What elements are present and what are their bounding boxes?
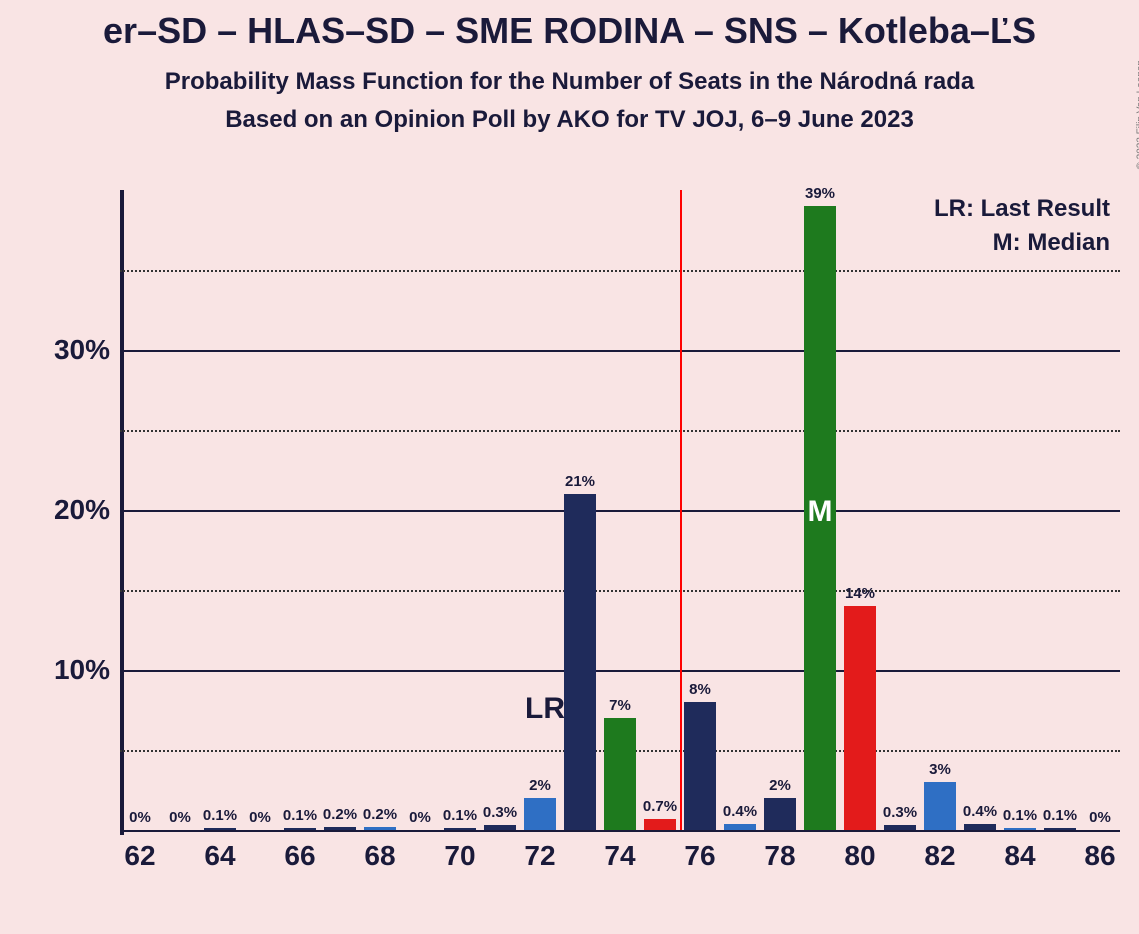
- gridline-major: [120, 670, 1120, 672]
- bar: [284, 828, 316, 830]
- gridline-major: [120, 350, 1120, 352]
- chart-area: LR: Last Result M: Median 10%20%30%62646…: [120, 190, 1120, 830]
- bar: [484, 825, 516, 830]
- bar-value-label: 0%: [249, 809, 271, 826]
- bar-value-label: 0%: [169, 809, 191, 826]
- gridline-major: [120, 510, 1120, 512]
- x-tick-label: 76: [684, 840, 715, 872]
- majority-line: [680, 190, 682, 830]
- bar: [1004, 828, 1036, 830]
- x-tick-label: 72: [524, 840, 555, 872]
- y-axis-line: [120, 190, 124, 835]
- bar: [1044, 828, 1076, 830]
- bar: [204, 828, 236, 830]
- bar-value-label: 14%: [845, 585, 875, 602]
- copyright-label: © 2023 Filip Van Laenen: [1135, 60, 1139, 169]
- x-tick-label: 84: [1004, 840, 1035, 872]
- bar: [764, 798, 796, 830]
- bar-value-label: 0%: [129, 809, 151, 826]
- chart-subtitle-1: Probability Mass Function for the Number…: [0, 68, 1139, 96]
- y-tick-label: 20%: [54, 494, 110, 526]
- x-tick-label: 86: [1084, 840, 1115, 872]
- x-tick-label: 64: [204, 840, 235, 872]
- bar: [564, 494, 596, 830]
- bar-value-label: 0.1%: [1003, 807, 1037, 824]
- bar: [524, 798, 556, 830]
- plot: LR: Last Result M: Median 10%20%30%62646…: [120, 190, 1120, 830]
- gridline-minor: [120, 430, 1120, 432]
- bar: [844, 606, 876, 830]
- x-tick-label: 74: [604, 840, 635, 872]
- bar-value-label: 0.1%: [1043, 807, 1077, 824]
- bar-value-label: 2%: [769, 777, 791, 794]
- chart-title: er–SD – HLAS–SD – SME RODINA – SNS – Kot…: [0, 10, 1139, 52]
- x-tick-label: 62: [124, 840, 155, 872]
- bar: [884, 825, 916, 830]
- legend-m: M: Median: [934, 229, 1110, 257]
- bar: [724, 824, 756, 830]
- bar: [324, 827, 356, 830]
- bar: [604, 718, 636, 830]
- gridline-minor: [120, 590, 1120, 592]
- bar: [444, 828, 476, 830]
- bar-value-label: 0.2%: [363, 806, 397, 823]
- gridline-minor: [120, 270, 1120, 272]
- x-tick-label: 66: [284, 840, 315, 872]
- bar-value-label: 39%: [805, 185, 835, 202]
- bar-value-label: 7%: [609, 697, 631, 714]
- bar-value-label: 0.3%: [483, 804, 517, 821]
- chart-subtitle-2: Based on an Opinion Poll by AKO for TV J…: [0, 106, 1139, 134]
- bar-value-label: 0%: [409, 809, 431, 826]
- legend: LR: Last Result M: Median: [934, 195, 1110, 263]
- bar: [644, 819, 676, 830]
- bar-value-label: 0.2%: [323, 806, 357, 823]
- bar: [684, 702, 716, 830]
- x-tick-label: 70: [444, 840, 475, 872]
- bar-value-label: 0.3%: [883, 804, 917, 821]
- bar-value-label: 21%: [565, 473, 595, 490]
- y-tick-label: 30%: [54, 334, 110, 366]
- x-tick-label: 68: [364, 840, 395, 872]
- bar-value-label: 0.4%: [963, 803, 997, 820]
- bar-value-label: 0.4%: [723, 803, 757, 820]
- bar-value-label: 0.1%: [283, 807, 317, 824]
- x-tick-label: 80: [844, 840, 875, 872]
- bar-value-label: 0.1%: [203, 807, 237, 824]
- bar-value-label: 2%: [529, 777, 551, 794]
- legend-lr: LR: Last Result: [934, 195, 1110, 223]
- bar-value-label: 0.1%: [443, 807, 477, 824]
- lr-marker: LR: [525, 692, 565, 726]
- y-tick-label: 10%: [54, 654, 110, 686]
- x-tick-label: 78: [764, 840, 795, 872]
- median-marker: M: [808, 495, 833, 529]
- x-tick-label: 82: [924, 840, 955, 872]
- bar: [924, 782, 956, 830]
- bar-value-label: 0%: [1089, 809, 1111, 826]
- bar: [364, 827, 396, 830]
- bar-value-label: 3%: [929, 761, 951, 778]
- bar: [964, 824, 996, 830]
- x-axis-line: [120, 830, 1120, 832]
- bar-value-label: 0.7%: [643, 798, 677, 815]
- bar-value-label: 8%: [689, 681, 711, 698]
